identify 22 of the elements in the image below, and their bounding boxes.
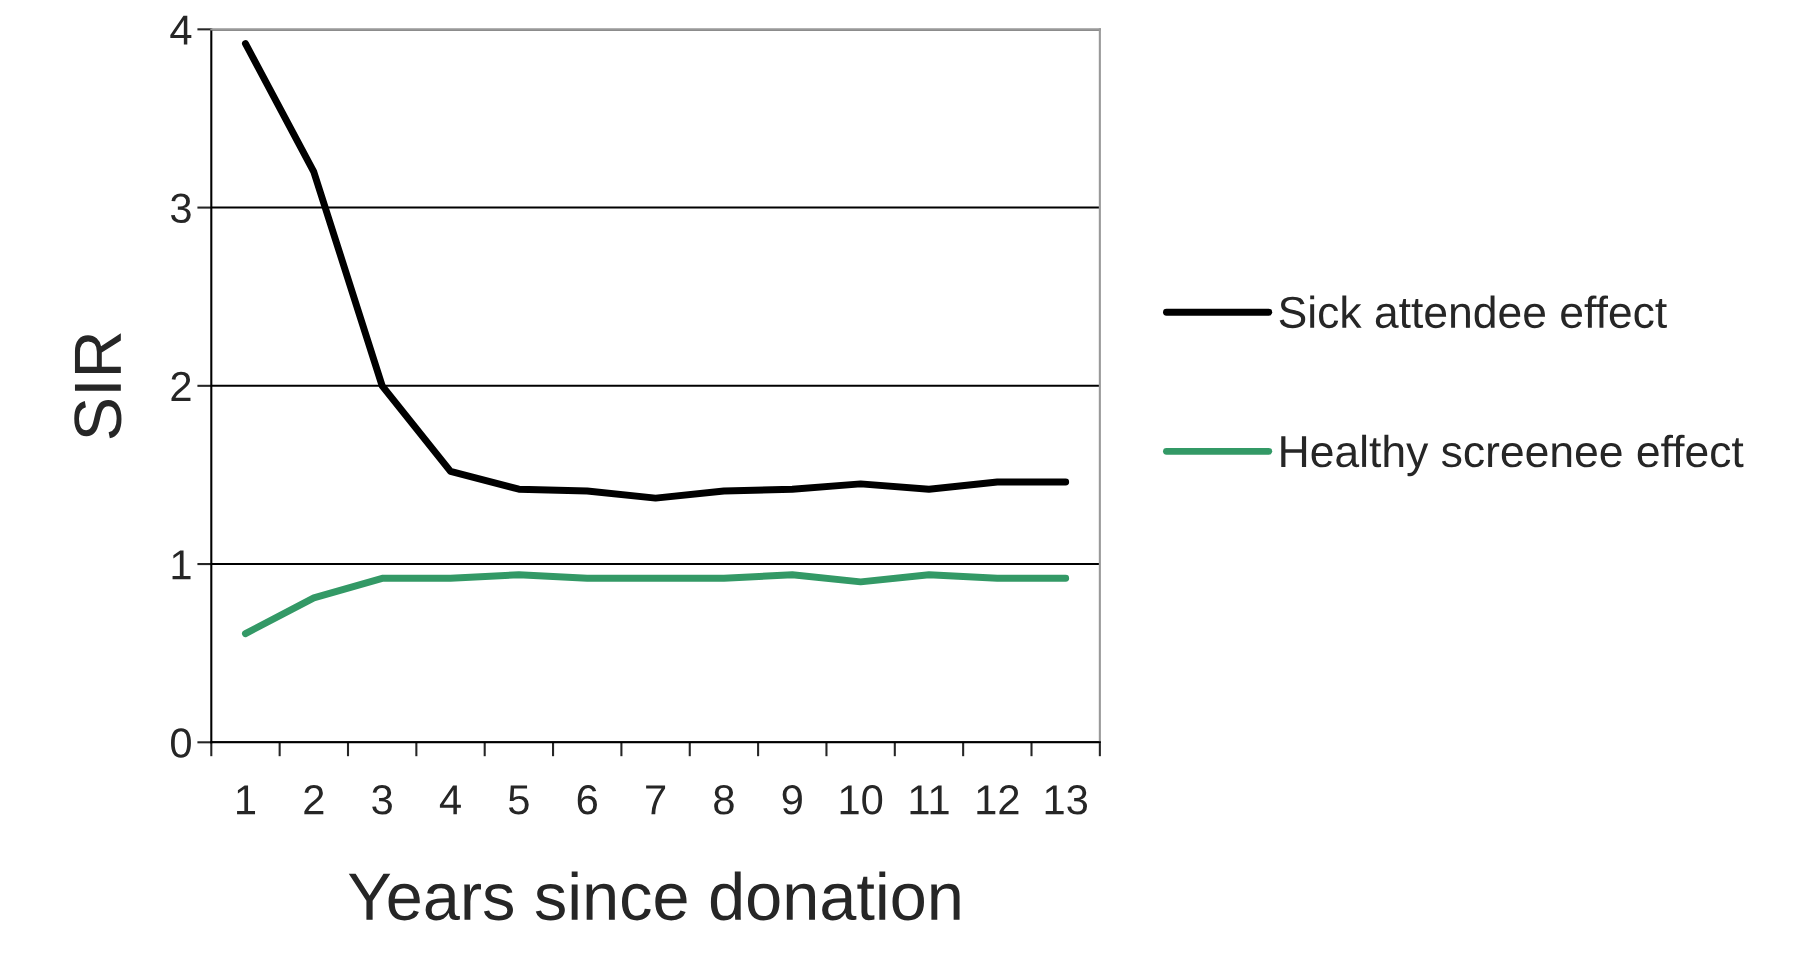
x-tick-label: 9	[782, 785, 802, 815]
x-tick-label: 5	[508, 785, 529, 815]
y-axis-title: SIR	[74, 333, 122, 439]
x-tick-label: 8	[714, 785, 734, 815]
x-tick-label: 10	[840, 785, 883, 815]
y-tick-label: 2	[171, 371, 191, 401]
x-tick-label: 4	[439, 785, 461, 815]
x-tick-label: 3	[372, 785, 392, 815]
legend-label: Healthy screenee effect	[1281, 434, 1744, 477]
y-tick-label: 3	[170, 193, 191, 224]
y-tick-label: 1	[172, 550, 191, 580]
y-tick-label: 0	[171, 728, 191, 758]
x-tick-label: 12	[977, 785, 1019, 815]
x-tick-label: 7	[646, 785, 666, 815]
x-tick-label: 13	[1045, 785, 1088, 815]
x-tick-label: 11	[910, 785, 949, 815]
x-axis-title: Years since donation	[348, 871, 960, 921]
legend-label: Sick attendee effect	[1279, 295, 1667, 329]
x-tick-label: 1	[237, 785, 256, 815]
x-tick-label: 2	[304, 785, 324, 815]
x-tick-label: 6	[577, 785, 597, 815]
y-tick-label: 4	[170, 15, 192, 45]
